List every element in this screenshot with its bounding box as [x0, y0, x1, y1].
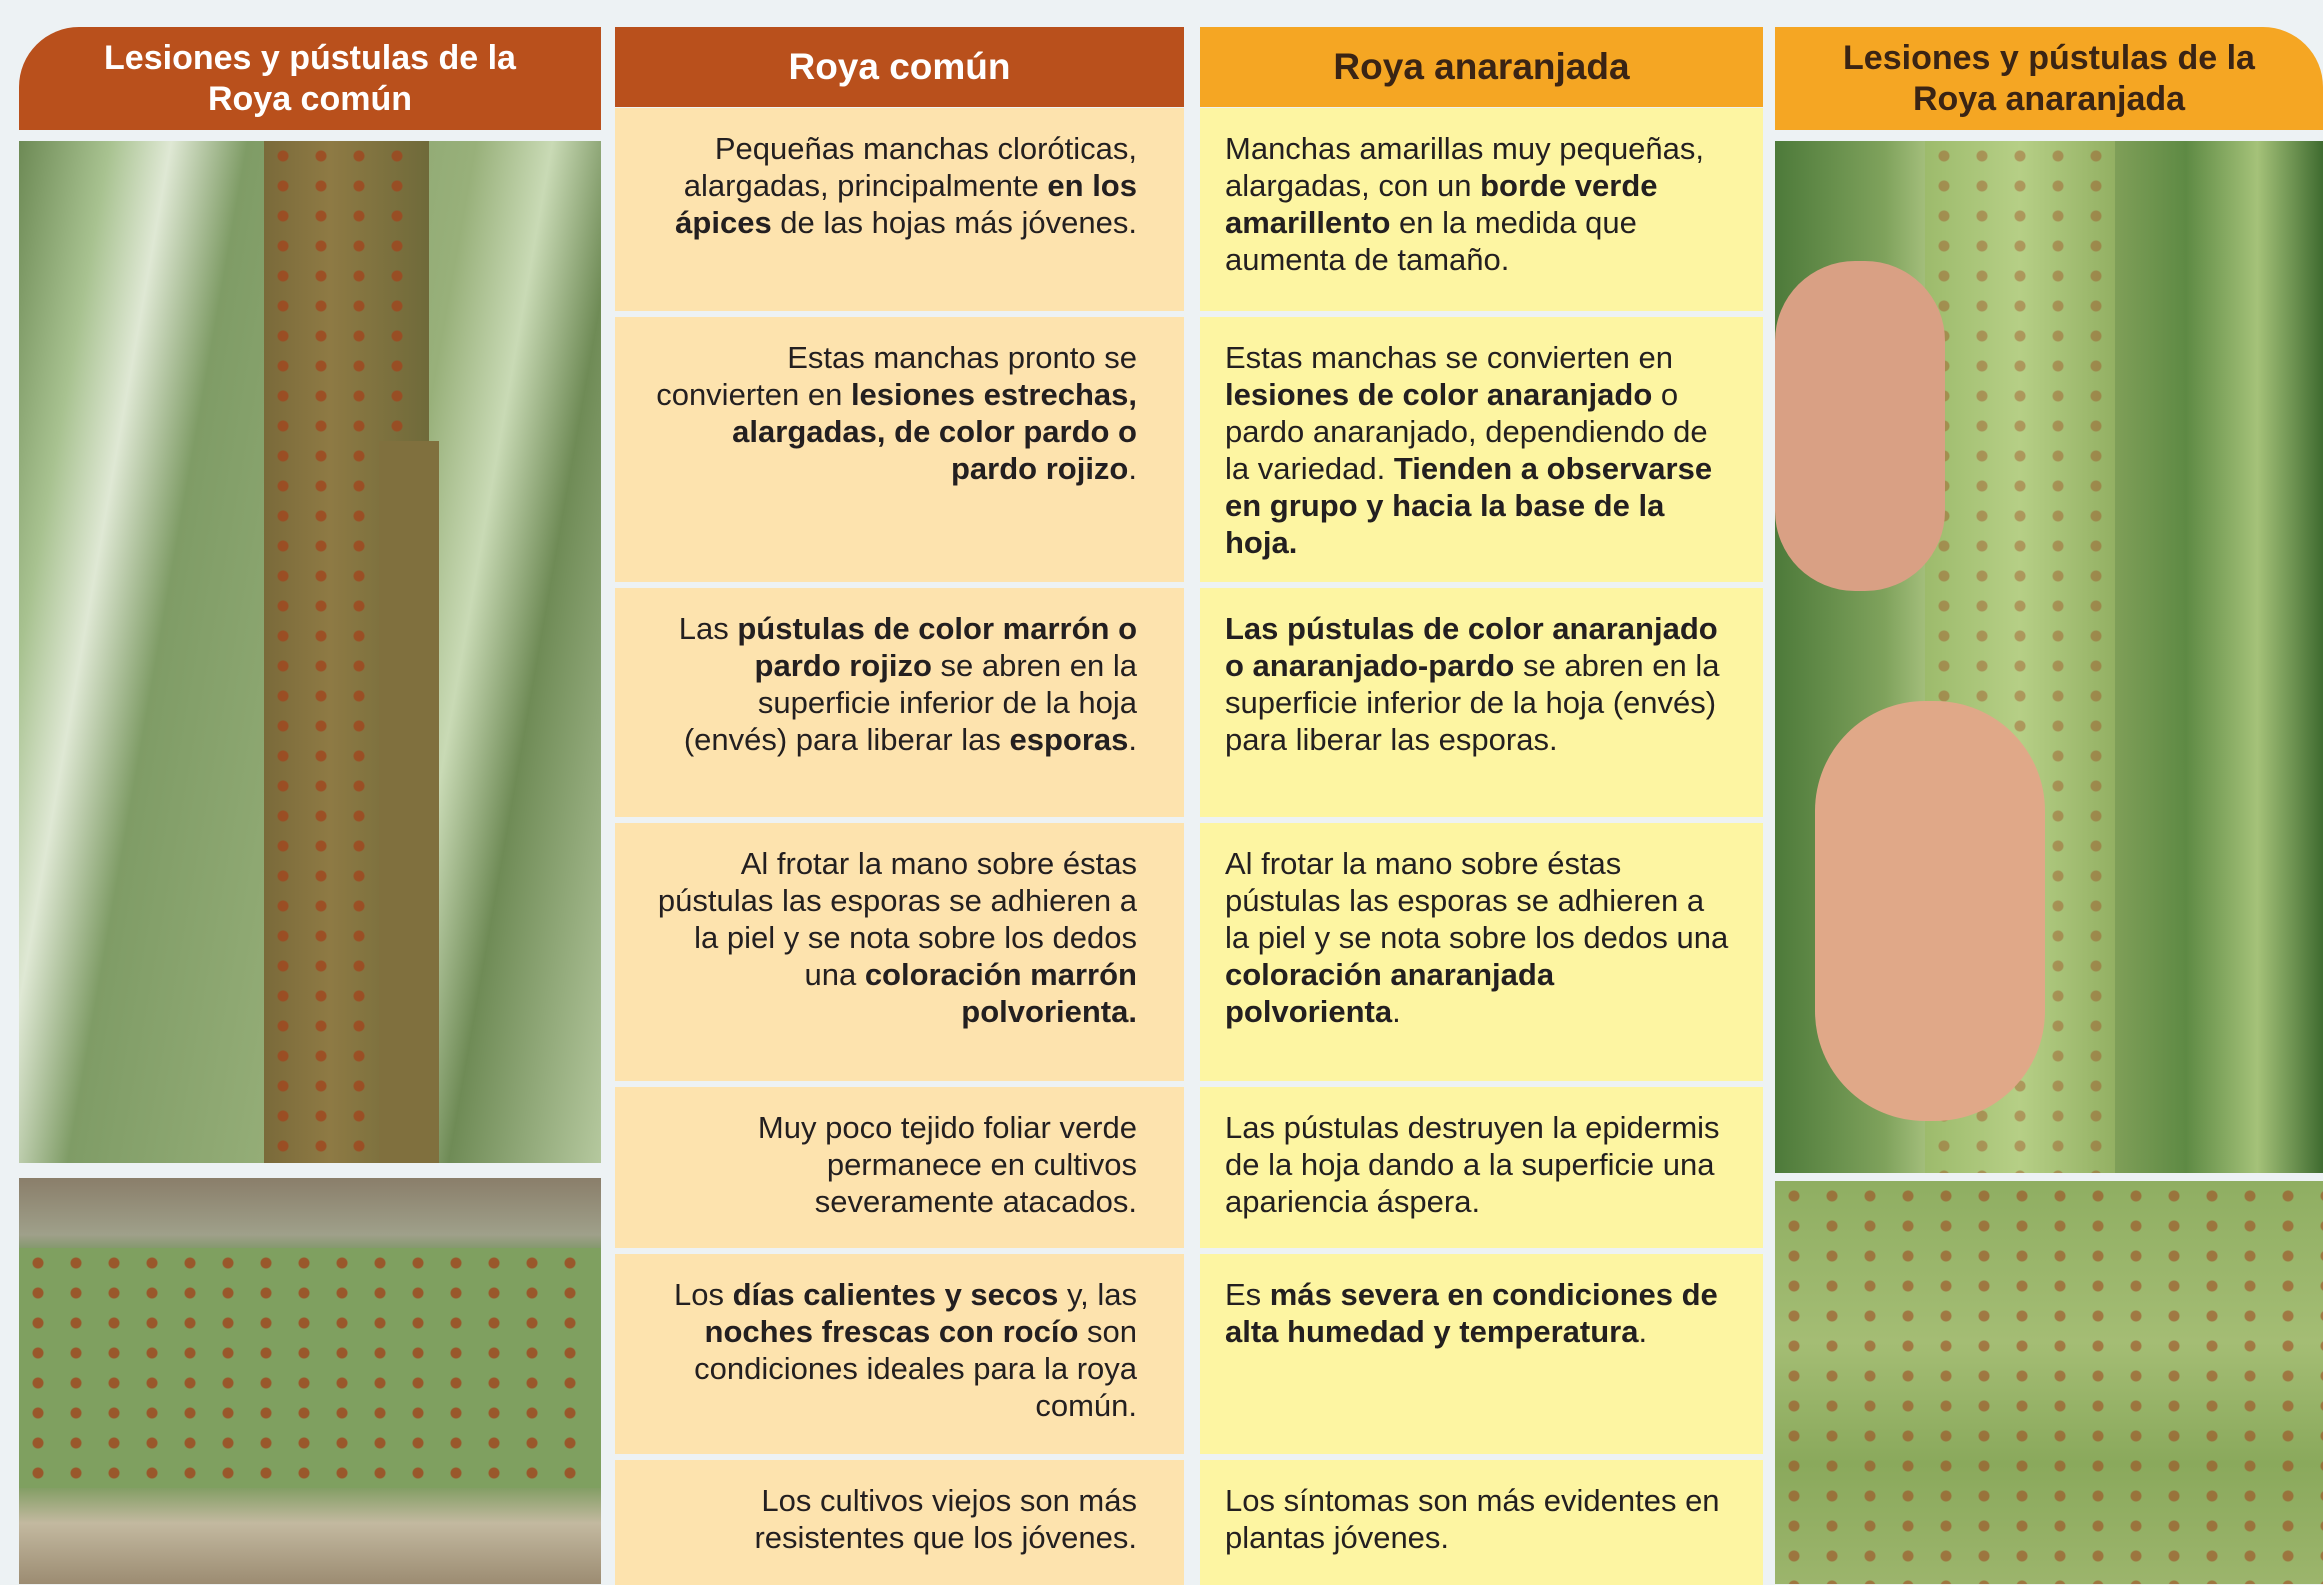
table-row: Al frotar la mano sobre éstas pústulas l… — [615, 823, 1763, 1081]
text-run: en la medida que aumenta de tamaño. — [1225, 205, 1637, 277]
header-common-photos: Lesiones y pústulas de la Roya común — [19, 27, 601, 130]
common-cell: Los cultivos viejos son más resistentes … — [615, 1460, 1184, 1585]
orange-cell: Manchas amarillas muy pequeñas, alargada… — [1200, 108, 1763, 311]
table-row: Estas manchas pronto se convierten en le… — [615, 317, 1763, 582]
text-run: pústulas de color marrón o pardo rojizo — [737, 611, 1137, 683]
text-run: Las — [678, 611, 738, 646]
text-run: lesiones de color anaranjado — [1225, 377, 1653, 412]
text-run: Manchas amarillas muy pequeñas, alargada… — [1225, 131, 1705, 203]
table-row: Los cultivos viejos son más resistentes … — [615, 1460, 1763, 1585]
text-run: se abren en la superficie inferior de la… — [683, 648, 1137, 757]
table-row: Las pústulas de color marrón o pardo roj… — [615, 588, 1763, 817]
spots — [19, 1248, 601, 1488]
orange-cell: Estas manchas se convierten en lesiones … — [1200, 317, 1763, 582]
orange-cell: Al frotar la mano sobre éstas pústulas l… — [1200, 823, 1763, 1081]
text-run: coloración marrón polvorienta. — [864, 957, 1137, 1029]
text-run: Los — [674, 1277, 733, 1312]
photo-orange-leaf — [1775, 1181, 2323, 1584]
text-run: . — [1392, 994, 1401, 1029]
common-cell: Muy poco tejido foliar verde permanece e… — [615, 1087, 1184, 1248]
common-cell: Estas manchas pronto se convierten en le… — [615, 317, 1184, 582]
text-run: de las hojas más jóvenes. — [771, 205, 1137, 240]
text-run: . — [1638, 1314, 1648, 1349]
photo-common-plant — [19, 141, 601, 1163]
text-run: borde verde amarillento — [1225, 168, 1658, 240]
text-run: se abren en la superficie inferior de la… — [1225, 648, 1720, 757]
orange-cell: Es más severa en condiciones de alta hum… — [1200, 1254, 1763, 1454]
orange-cell: Las pústulas destruyen la epidermis de l… — [1200, 1087, 1763, 1248]
spots — [1775, 1181, 2323, 1584]
text-run: Los cultivos viejos son más resistentes … — [754, 1483, 1137, 1555]
text-run: Pequeñas manchas cloróticas, alargadas, … — [683, 131, 1137, 203]
text-run: esporas — [1009, 722, 1129, 757]
table-row: Pequeñas manchas cloróticas, alargadas, … — [615, 108, 1763, 311]
photo-common-leaf — [19, 1178, 601, 1584]
common-cell: Pequeñas manchas cloróticas, alargadas, … — [615, 108, 1184, 311]
text-run: son condiciones ideales para la roya com… — [694, 1314, 1137, 1423]
text-run: coloración anaranjada polvorienta — [1225, 957, 1555, 1029]
text-run: Muy poco tejido foliar verde permanece e… — [757, 1110, 1137, 1219]
text-run: Es — [1225, 1277, 1270, 1312]
text-run: Al frotar la mano sobre éstas pústulas l… — [657, 846, 1137, 992]
common-cell: Las pústulas de color marrón o pardo roj… — [615, 588, 1184, 817]
text-run: en los ápices — [675, 168, 1137, 240]
text-run: Las pústulas de color anaranjado o anara… — [1225, 611, 1718, 683]
text-run: noches frescas con rocío — [704, 1314, 1079, 1349]
orange-cell: Los síntomas son más evidentes en planta… — [1200, 1460, 1763, 1585]
text-run: o pardo anaranjado, dependiendo de la va… — [1225, 377, 1708, 486]
comparison-table: Pequeñas manchas cloróticas, alargadas, … — [615, 108, 1763, 1585]
text-run: lesiones estrechas, alargadas, de color … — [732, 377, 1137, 486]
common-cell: Los días calientes y secos y, las noches… — [615, 1254, 1184, 1454]
leaf — [379, 441, 439, 1163]
text-run: Tienden a observarse en grupo y hacia la… — [1225, 451, 1713, 560]
header-orange-photos: Lesiones y pústulas de la Roya anaranjad… — [1775, 27, 2323, 130]
text-run: y, las — [1058, 1277, 1137, 1312]
text-run: Estas manchas se convierten en — [1225, 340, 1674, 375]
text-run: Estas manchas pronto se convierten en — [656, 340, 1137, 412]
text-run: días calientes y secos — [732, 1277, 1059, 1312]
text-run: Las pústulas destruyen la epidermis de l… — [1225, 1110, 1720, 1219]
text-run: Al frotar la mano sobre éstas pústulas l… — [1225, 846, 1729, 955]
text-run: Los síntomas son más evidentes en planta… — [1225, 1483, 1720, 1555]
leaf — [19, 1248, 601, 1488]
orange-cell: Las pústulas de color anaranjado o anara… — [1200, 588, 1763, 817]
hand — [1815, 701, 2045, 1121]
text-run: . — [1128, 451, 1137, 486]
table-row: Los días calientes y secos y, las noches… — [615, 1254, 1763, 1454]
common-cell: Al frotar la mano sobre éstas pústulas l… — [615, 823, 1184, 1081]
text-run: más severa en condiciones de alta humeda… — [1225, 1277, 1718, 1349]
hand — [1775, 261, 1945, 591]
photo-orange-plant — [1775, 141, 2323, 1173]
table-row: Muy poco tejido foliar verde permanece e… — [615, 1087, 1763, 1248]
header-common: Roya común — [615, 27, 1184, 107]
text-run: . — [1128, 722, 1137, 757]
header-orange: Roya anaranjada — [1200, 27, 1763, 107]
